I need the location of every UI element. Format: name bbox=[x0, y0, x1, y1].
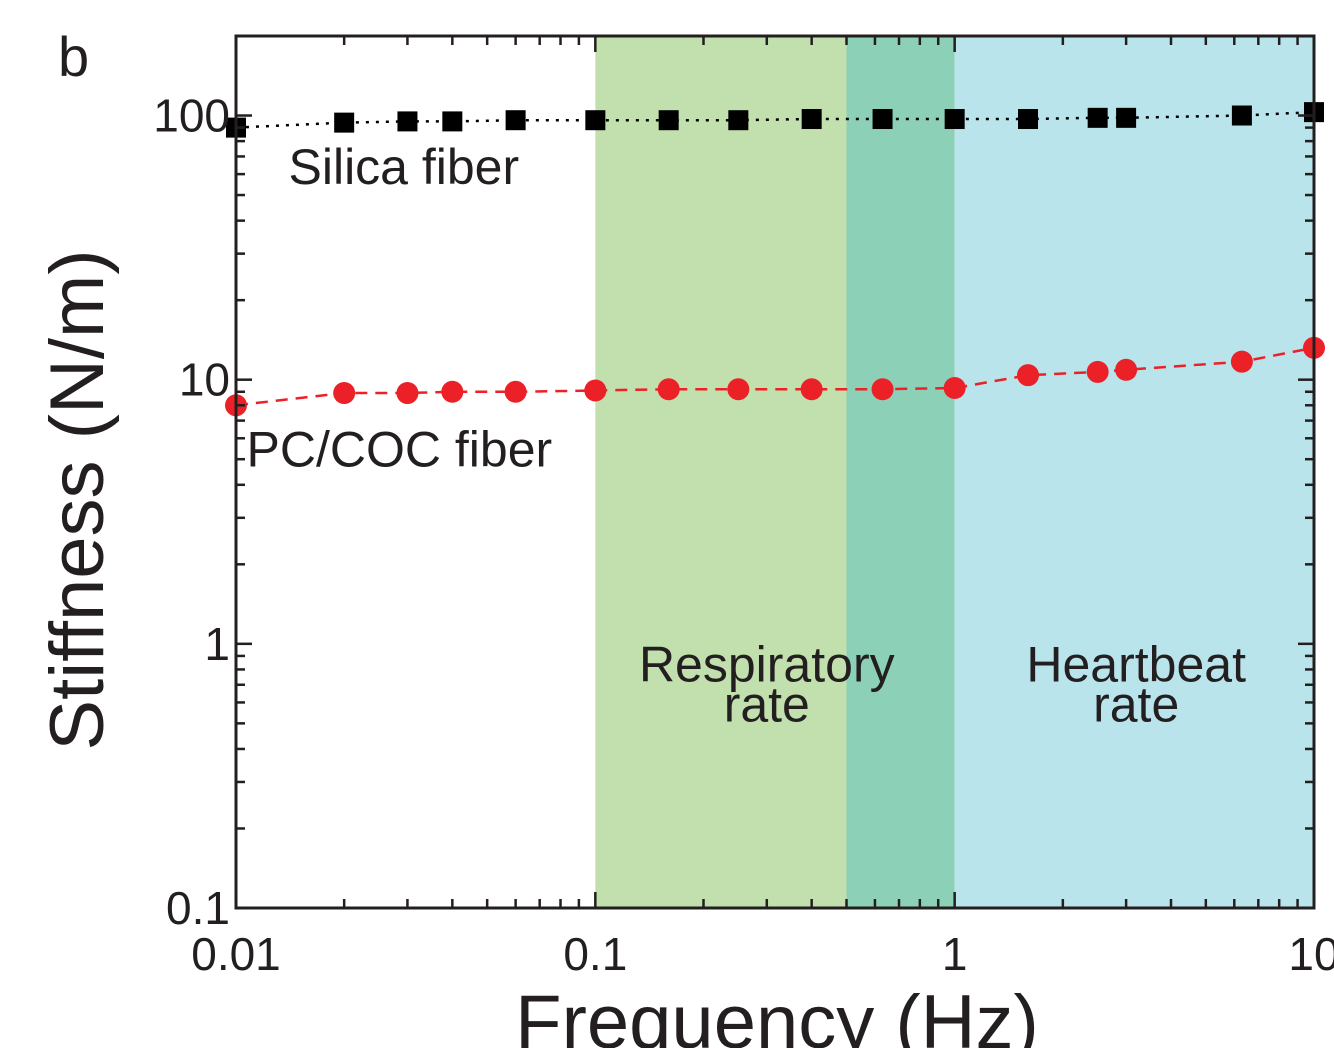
data-point-silica-8 bbox=[801, 109, 822, 130]
y-axis-title: Stiffness (N/m) bbox=[35, 249, 120, 750]
y-tick-label-3: 100 bbox=[153, 90, 230, 142]
data-point-pccoc-10 bbox=[943, 377, 966, 400]
data-point-silica-7 bbox=[728, 110, 749, 131]
series-label-1: PC/COC fiber bbox=[247, 421, 553, 477]
data-point-silica-5 bbox=[585, 110, 606, 131]
band-label-1-line-1: rate bbox=[1093, 677, 1179, 733]
data-point-pccoc-4 bbox=[504, 380, 527, 403]
data-point-pccoc-1 bbox=[333, 382, 356, 405]
band-label-0-line-1: rate bbox=[724, 677, 810, 733]
series-labels: Silica fiber PC/COC fiber bbox=[247, 139, 553, 477]
x-axis-title: Frequency (Hz) bbox=[515, 980, 1039, 1048]
frequency-band-1 bbox=[846, 36, 955, 908]
data-point-silica-6 bbox=[658, 110, 679, 131]
data-point-pccoc-2 bbox=[396, 382, 419, 405]
x-tick-label-3: 10 bbox=[1288, 928, 1334, 980]
y-tick-label-2: 10 bbox=[179, 354, 230, 406]
series-label-0: Silica fiber bbox=[289, 139, 520, 195]
data-point-pccoc-5 bbox=[584, 379, 607, 402]
data-point-silica-4 bbox=[505, 110, 526, 131]
data-point-silica-3 bbox=[442, 111, 463, 132]
band-label-0-line-0: Respiratory bbox=[639, 637, 895, 693]
y-tick-label-1: 1 bbox=[204, 618, 230, 670]
data-point-silica-11 bbox=[1018, 109, 1039, 130]
data-point-pccoc-7 bbox=[727, 378, 750, 401]
frequency-band-0 bbox=[595, 36, 847, 908]
data-point-pccoc-3 bbox=[441, 380, 464, 403]
axis-ticks bbox=[234, 34, 1316, 910]
data-point-pccoc-12 bbox=[1086, 360, 1109, 383]
data-point-silica-1 bbox=[334, 112, 355, 133]
x-tick-label-0: 0.01 bbox=[191, 928, 281, 980]
axes bbox=[234, 34, 1316, 910]
x-tick-label-2: 1 bbox=[942, 928, 968, 980]
data-point-silica-13 bbox=[1116, 107, 1137, 128]
data-point-silica-10 bbox=[944, 109, 965, 130]
data-point-silica-14 bbox=[1231, 105, 1252, 126]
x-tick-label-1: 0.1 bbox=[563, 928, 627, 980]
data-point-pccoc-8 bbox=[800, 378, 823, 401]
data-point-pccoc-9 bbox=[871, 378, 894, 401]
frequency-bands bbox=[595, 36, 1314, 908]
frequency-band-2 bbox=[954, 36, 1314, 908]
plot-frame bbox=[234, 34, 1316, 910]
data-point-pccoc-6 bbox=[657, 378, 680, 401]
data-point-silica-2 bbox=[397, 111, 418, 132]
series-markers bbox=[225, 102, 1325, 417]
y-tick-label-0: 0.1 bbox=[166, 882, 230, 934]
data-point-pccoc-14 bbox=[1230, 350, 1253, 373]
panel-label: b bbox=[58, 25, 89, 88]
data-point-silica-12 bbox=[1087, 107, 1108, 128]
band-label-1-line-0: Heartbeat bbox=[1026, 637, 1246, 693]
data-point-pccoc-13 bbox=[1115, 358, 1138, 381]
data-point-pccoc-11 bbox=[1017, 364, 1040, 387]
data-point-silica-9 bbox=[872, 109, 893, 130]
